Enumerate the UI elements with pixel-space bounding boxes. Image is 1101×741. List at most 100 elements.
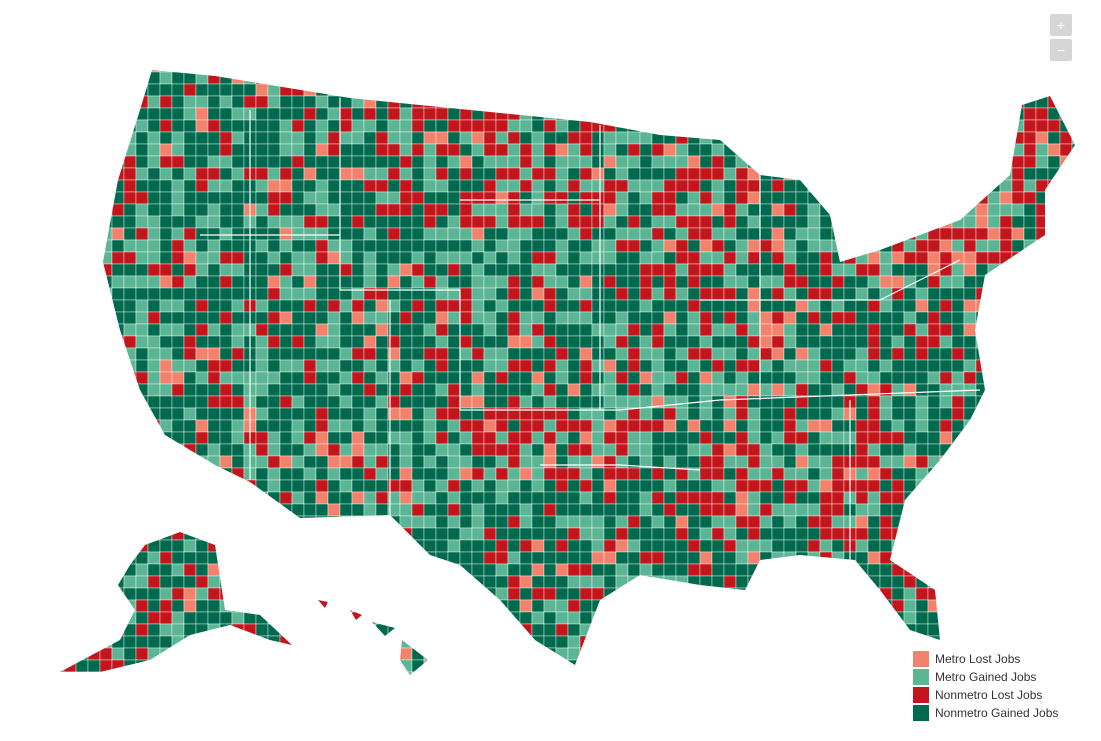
county [495,647,509,661]
county [555,383,569,397]
county [303,599,317,613]
county [1084,312,1096,324]
county [819,119,833,133]
county [963,443,977,457]
county [1035,599,1049,613]
county [759,143,773,157]
county [615,659,629,673]
county [747,491,761,505]
county [327,539,341,553]
county [447,443,461,457]
county [543,227,557,241]
county [555,467,569,481]
county [435,311,449,325]
county [435,239,449,253]
county [915,359,929,373]
county [579,371,593,385]
county [759,227,773,241]
county [1059,419,1073,433]
county [663,419,677,433]
county [699,647,713,661]
county [711,191,725,205]
county [291,347,305,361]
county [663,539,677,553]
county [279,383,293,397]
county [723,275,737,289]
county [171,131,185,145]
county [63,167,77,181]
county [327,599,341,613]
county [891,167,905,181]
county [1059,455,1073,469]
county [699,263,713,277]
county [867,167,881,181]
county [651,83,665,97]
county [1047,635,1061,649]
county [879,287,893,301]
county [1035,155,1049,169]
county [1084,444,1096,456]
county [195,167,209,181]
county [987,419,1001,433]
county [519,467,533,481]
county [471,455,485,469]
county [339,359,353,373]
county [927,479,941,493]
county [87,491,101,505]
zoom-in[interactable]: + [1050,14,1072,36]
county [651,371,665,385]
county [615,419,629,433]
county [603,587,617,601]
county [435,371,449,385]
county [231,647,245,661]
county [243,70,257,73]
county [615,551,629,565]
county [147,155,161,169]
county [999,467,1013,481]
county [687,515,701,529]
county [651,671,665,675]
county [867,551,881,565]
county [639,143,653,157]
county [495,311,509,325]
county [183,131,197,145]
county [771,70,785,73]
county [699,155,713,169]
zoom-out[interactable]: − [1050,39,1072,61]
county [543,383,557,397]
county [447,323,461,337]
county [207,503,221,517]
county [207,131,221,145]
county [471,191,485,205]
county [807,431,821,445]
county [747,359,761,373]
county [675,431,689,445]
county [699,215,713,229]
county [159,443,173,457]
county [147,407,161,421]
county [519,299,533,313]
county [843,287,857,301]
county [951,539,965,553]
county [327,215,341,229]
county [927,227,941,241]
county [783,155,797,169]
county [483,431,497,445]
county [639,347,653,361]
county [399,119,413,133]
county [1071,323,1075,337]
county [723,251,737,265]
county [459,107,473,121]
county [279,659,293,673]
county [531,131,545,145]
county [315,263,329,277]
county [60,647,65,661]
county [123,311,137,325]
county [447,527,461,541]
county [939,515,953,529]
county [1071,479,1075,493]
county [291,635,305,649]
county [891,527,905,541]
county [891,179,905,193]
county [1023,395,1037,409]
